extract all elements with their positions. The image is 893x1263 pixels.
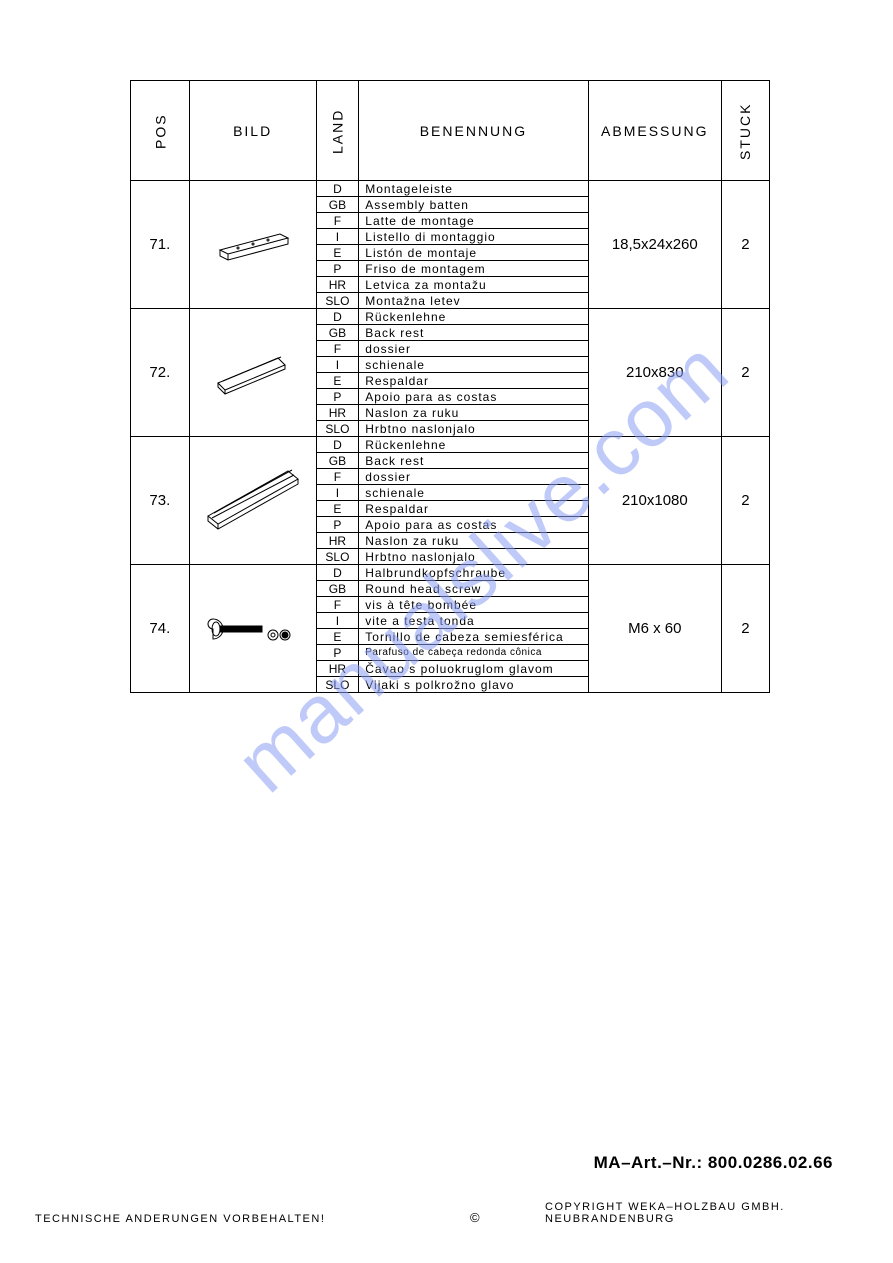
footer-copyright-text: COPYRIGHT WEKA–HOLZBAU GMBH. NEUBRANDENB… <box>545 1201 893 1225</box>
dimension-cell: 18,5x24x260 <box>588 181 721 309</box>
desc-cell: Back rest <box>359 325 588 341</box>
desc-cell: schienale <box>359 485 588 501</box>
quantity-cell: 2 <box>721 309 769 437</box>
desc-cell: Hrbtno naslonjalo <box>359 421 588 437</box>
desc-cell: Letvica za montažu <box>359 277 588 293</box>
quantity-cell: 2 <box>721 565 769 693</box>
land-cell: HR <box>316 277 359 293</box>
land-cell: E <box>316 245 359 261</box>
desc-cell: Naslon za ruku <box>359 405 588 421</box>
land-cell: HR <box>316 405 359 421</box>
desc-cell: Halbrundkopfschraube <box>359 565 588 581</box>
desc-cell: Latte de montage <box>359 213 588 229</box>
desc-cell: dossier <box>359 469 588 485</box>
land-cell: GB <box>316 453 359 469</box>
land-cell: SLO <box>316 677 359 693</box>
desc-cell: vite a testa tonda <box>359 613 588 629</box>
land-cell: HR <box>316 533 359 549</box>
bild-cell <box>189 437 316 565</box>
land-cell: GB <box>316 581 359 597</box>
quantity-cell: 2 <box>721 437 769 565</box>
parts-table: POS BILD LAND BENENNUNG ABMESSUNG STUCK … <box>130 80 770 693</box>
desc-cell: schienale <box>359 357 588 373</box>
pos-cell: 72. <box>131 309 190 437</box>
desc-cell: Apoio para as costas <box>359 389 588 405</box>
land-cell: D <box>316 181 359 197</box>
land-cell: I <box>316 613 359 629</box>
table-header-row: POS BILD LAND BENENNUNG ABMESSUNG STUCK <box>131 81 770 181</box>
land-cell: SLO <box>316 549 359 565</box>
desc-cell: Listello di montaggio <box>359 229 588 245</box>
dimension-cell: M6 x 60 <box>588 565 721 693</box>
land-cell: D <box>316 309 359 325</box>
desc-cell: dossier <box>359 341 588 357</box>
table-row: 74.DHalbrundkopfschraubeM6 x 602 <box>131 565 770 581</box>
table-row: 73.DRückenlehne210x10802 <box>131 437 770 453</box>
pos-cell: 74. <box>131 565 190 693</box>
desc-cell: Listón de montaje <box>359 245 588 261</box>
desc-cell: vis à tête bombée <box>359 597 588 613</box>
col-stuck: STUCK <box>721 81 769 181</box>
land-cell: E <box>316 629 359 645</box>
land-cell: F <box>316 341 359 357</box>
land-cell: P <box>316 645 359 661</box>
land-cell: SLO <box>316 421 359 437</box>
table-row: 71.DMontageleiste18,5x24x2602 <box>131 181 770 197</box>
desc-cell: Respaldar <box>359 373 588 389</box>
footer-copyright-symbol: © <box>470 1210 480 1225</box>
desc-cell: Vijaki s polkrožno glavo <box>359 677 588 693</box>
desc-cell: Rückenlehne <box>359 437 588 453</box>
desc-cell: Back rest <box>359 453 588 469</box>
land-cell: HR <box>316 661 359 677</box>
land-cell: P <box>316 389 359 405</box>
land-cell: E <box>316 501 359 517</box>
desc-cell: Assembly batten <box>359 197 588 213</box>
table-row: 72.DRückenlehne210x8302 <box>131 309 770 325</box>
land-cell: P <box>316 261 359 277</box>
desc-cell: Rückenlehne <box>359 309 588 325</box>
land-cell: F <box>316 213 359 229</box>
col-benennung: BENENNUNG <box>359 81 588 181</box>
desc-cell: Round head screw <box>359 581 588 597</box>
col-pos: POS <box>131 81 190 181</box>
land-cell: I <box>316 357 359 373</box>
land-cell: GB <box>316 197 359 213</box>
desc-cell: Hrbtno naslonjalo <box>359 549 588 565</box>
desc-cell: Naslon za ruku <box>359 533 588 549</box>
desc-cell: Friso de montagem <box>359 261 588 277</box>
footer-changes-note: TECHNISCHE ANDERUNGEN VORBEHALTEN! <box>35 1213 325 1225</box>
desc-cell: Montageleiste <box>359 181 588 197</box>
quantity-cell: 2 <box>721 181 769 309</box>
land-cell: P <box>316 517 359 533</box>
col-land: LAND <box>316 81 359 181</box>
bild-cell <box>189 309 316 437</box>
desc-cell: Tornillo de cabeza semiesférica <box>359 629 588 645</box>
land-cell: F <box>316 597 359 613</box>
land-cell: D <box>316 565 359 581</box>
land-cell: E <box>316 373 359 389</box>
bild-cell <box>189 181 316 309</box>
land-cell: D <box>316 437 359 453</box>
land-cell: I <box>316 229 359 245</box>
pos-cell: 73. <box>131 437 190 565</box>
land-cell: SLO <box>316 293 359 309</box>
land-cell: I <box>316 485 359 501</box>
desc-cell: Respaldar <box>359 501 588 517</box>
desc-cell: Parafuso de cabeça redonda cônica <box>359 645 588 661</box>
land-cell: F <box>316 469 359 485</box>
pos-cell: 71. <box>131 181 190 309</box>
bild-cell <box>189 565 316 693</box>
desc-cell: Montažna letev <box>359 293 588 309</box>
col-abmessung: ABMESSUNG <box>588 81 721 181</box>
land-cell: GB <box>316 325 359 341</box>
footer-article-number: MA–Art.–Nr.: 800.0286.02.66 <box>594 1153 833 1173</box>
col-bild: BILD <box>189 81 316 181</box>
desc-cell: Čavao s poluokruglom glavom <box>359 661 588 677</box>
dimension-cell: 210x830 <box>588 309 721 437</box>
dimension-cell: 210x1080 <box>588 437 721 565</box>
desc-cell: Apoio para as costas <box>359 517 588 533</box>
